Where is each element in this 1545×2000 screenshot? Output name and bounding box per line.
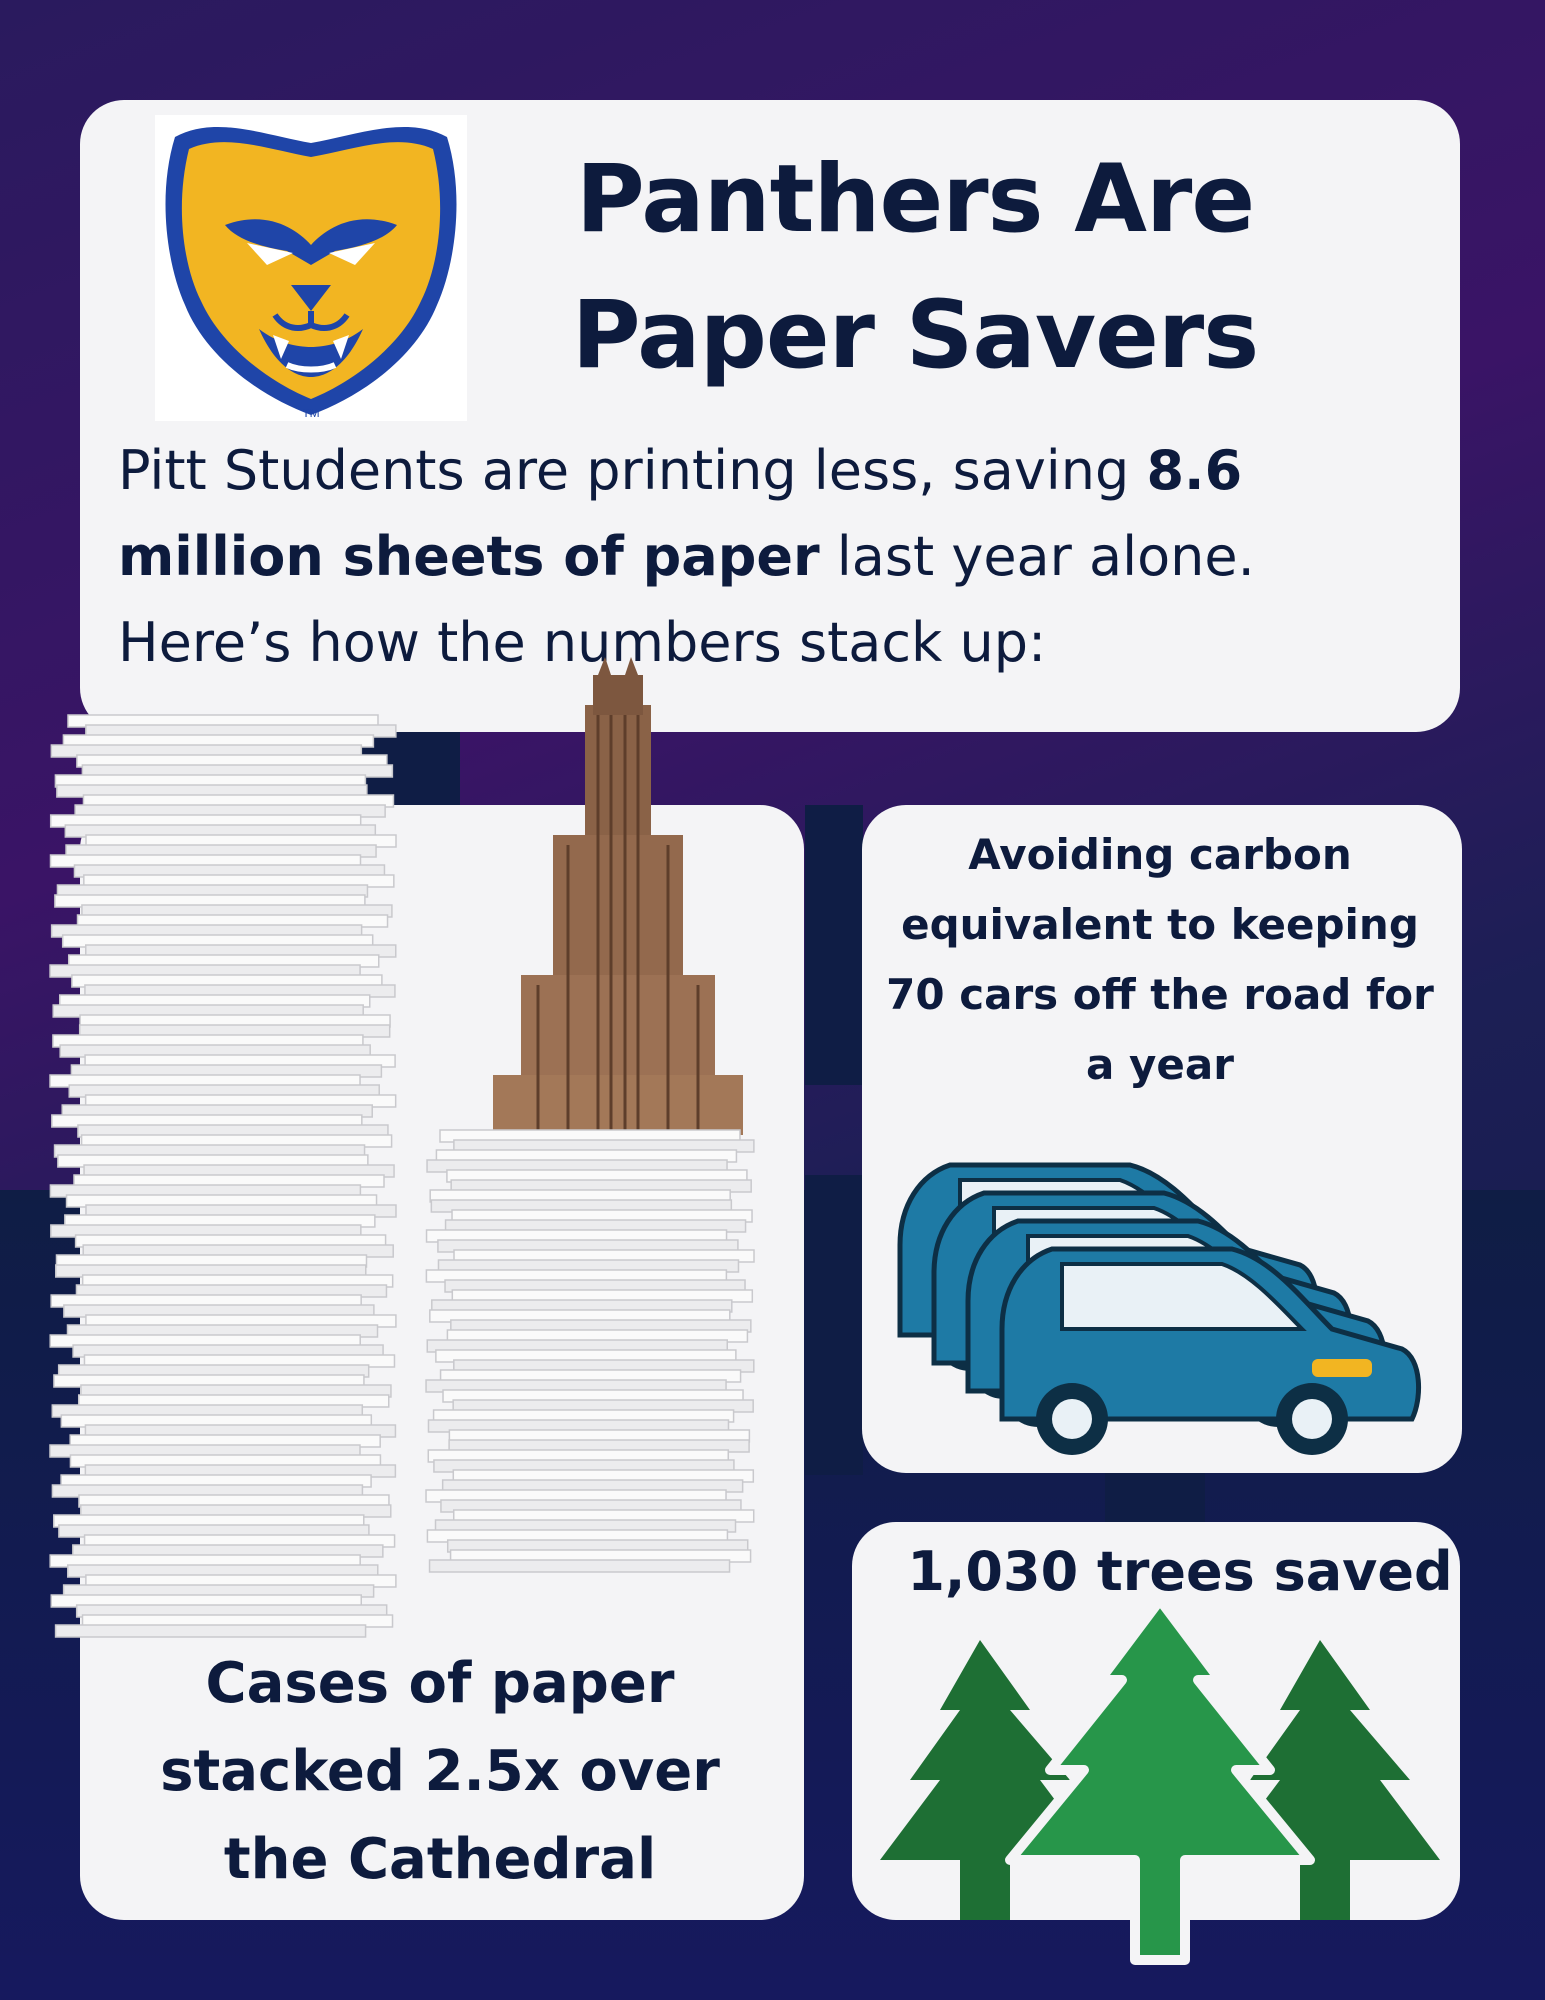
paper-sheet <box>428 1559 731 1573</box>
page-title: Panthers Are Paper Savers <box>520 132 1310 404</box>
title-line-2: Paper Savers <box>571 281 1259 390</box>
title-line-1: Panthers Are <box>575 145 1255 254</box>
intro-highlight: 8.6 million sheets of paper <box>118 439 1243 588</box>
connector <box>1105 1472 1205 1524</box>
connector <box>805 1175 863 1475</box>
intro-text: Pitt Students are printing less, saving … <box>118 428 1348 686</box>
paper-stack-icon-short <box>425 1129 755 1573</box>
panther-head-logo-icon: TM <box>165 127 457 420</box>
paper-sheet <box>54 1624 367 1638</box>
suv-icon <box>999 1246 1422 1455</box>
intro-part-2: last year alone. Here’s how the numbers … <box>118 525 1255 674</box>
svg-text:TM: TM <box>302 406 319 420</box>
intro-part-1: Pitt Students are printing less, saving <box>118 439 1147 502</box>
logo-box: TM <box>155 115 467 421</box>
suv-row-icon <box>897 1162 1422 1455</box>
cathedral-of-learning-icon <box>493 657 743 1135</box>
pine-trees-icon <box>880 1595 1440 1965</box>
trees-card-text: 1,030 trees saved <box>907 1540 1453 1603</box>
paper-card-text: Cases of paper stacked 2.5x over the Cat… <box>160 1651 720 1892</box>
connector <box>805 805 863 1085</box>
cars-card-text: Avoiding carbon equivalent to keeping 70… <box>886 830 1434 1089</box>
paper-stack-icon <box>49 714 397 1638</box>
